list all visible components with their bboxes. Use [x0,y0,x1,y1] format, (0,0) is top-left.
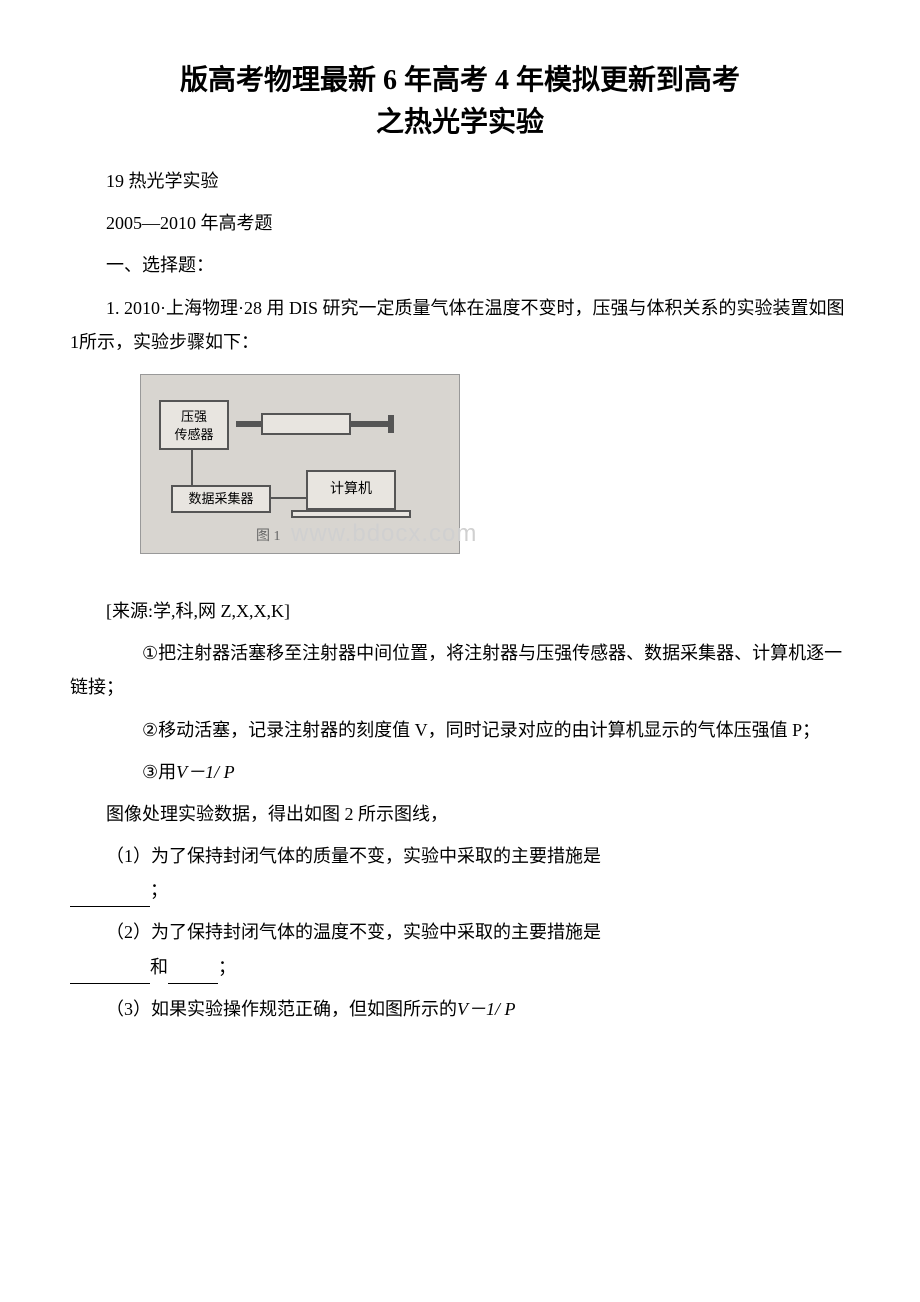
section-number: 19 热光学实验 [70,164,850,198]
image-processing-text: 图像处理实验数据，得出如图 2 所示图线， [70,797,850,831]
step3-number: ③ [106,755,158,789]
question-3: （3）如果实验操作规范正确，但如图所示的V－1/ P [70,992,850,1026]
pressure-sensor-box: 压强 传感器 [159,400,229,450]
computer-base [291,510,411,518]
step2-text: 移动活塞，记录注射器的刻度值 V，同时记录对应的由计算机显示的气体压强值 P； [158,720,820,740]
q2-blank2 [168,966,218,984]
q2-prefix: （2）为了保持封闭气体的温度不变，实验中采取的主要措施是 [106,922,601,942]
q2-mid: 和 [150,957,168,977]
step-3: ③用V－1/ P [70,755,850,789]
step1-number: ① [106,636,158,670]
question-1: （1）为了保持封闭气体的质量不变，实验中采取的主要措施是 ； [70,839,850,907]
experiment-diagram: 压强 传感器 数据采集器 计算机 图 1 www.bdocx.com [140,374,460,554]
connector-line-1 [191,450,193,485]
source-citation: [来源:学,科,网 Z,X,X,K] [70,594,850,628]
year-range: 2005—2010 年高考题 [70,206,850,240]
figure-caption: 图 1 [256,525,281,545]
syringe [236,413,386,435]
q2-suffix: ； [218,957,236,977]
q2-blank1 [70,966,150,984]
question-2: （2）为了保持封闭气体的温度不变，实验中采取的主要措施是和 ； [70,915,850,983]
q1-prefix: （1）为了保持封闭气体的质量不变，实验中采取的主要措施是 [106,846,601,866]
q3-formula: V－1/ P [457,999,516,1019]
syringe-tip [236,421,261,427]
sensor-label-2: 传感器 [174,427,213,442]
step3-formula: V－1/ P [176,762,235,782]
q1-suffix: ； [150,880,168,900]
connector-line-2 [271,497,306,499]
q3-prefix: （3）如果实验操作规范正确，但如图所示的 [106,999,457,1019]
question-intro: 1. 2010·上海物理·28 用 DIS 研究一定质量气体在温度不变时，压强与… [70,291,850,359]
figure-1: 压强 传感器 数据采集器 计算机 图 1 www.bdocx.com [140,374,850,554]
syringe-plunger-end [388,415,394,433]
computer-box: 计算机 [306,470,396,510]
step1-text: 把注射器活塞移至注射器中间位置，将注射器与压强传感器、数据采集器、计算机逐一链接… [70,643,842,697]
syringe-body [261,413,351,435]
data-collector-box: 数据采集器 [171,485,271,513]
document-title: 版高考物理最新 6 年高考 4 年模拟更新到高考 之热光学实验 [70,60,850,144]
q1-blank [70,889,150,907]
step-1: ①把注射器活塞移至注射器中间位置，将注射器与压强传感器、数据采集器、计算机逐一链… [70,636,850,704]
section-heading: 一、选择题： [70,248,850,282]
step2-number: ② [106,713,158,747]
sensor-label-1: 压强 [181,409,207,424]
syringe-plunger [351,421,391,427]
step3-prefix: 用 [158,762,176,782]
watermark-text: www.bdocx.com [291,520,477,548]
title-line1: 版高考物理最新 6 年高考 4 年模拟更新到高考 [180,65,740,96]
step-2: ②移动活塞，记录注射器的刻度值 V，同时记录对应的由计算机显示的气体压强值 P； [70,713,850,747]
title-line2: 之热光学实验 [376,107,544,138]
